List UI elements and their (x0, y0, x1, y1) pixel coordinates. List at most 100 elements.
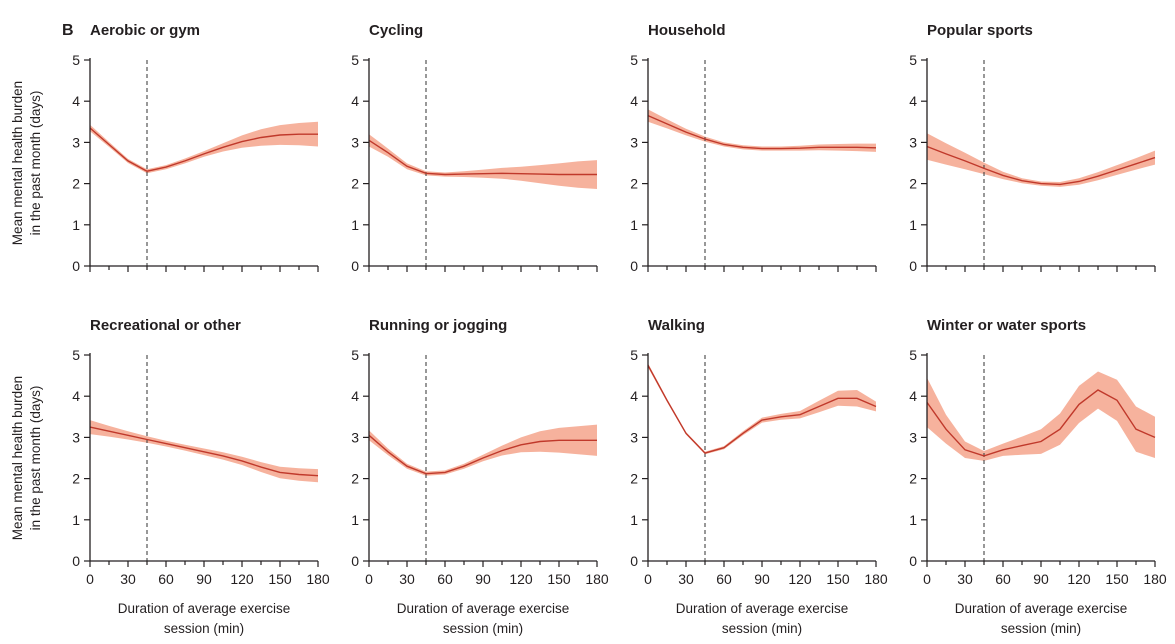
y-tick-label: 2 (630, 176, 638, 192)
x-tick-label: 60 (995, 571, 1011, 587)
x-axis-title: session (min) (1001, 621, 1081, 636)
x-tick-label: 90 (196, 571, 212, 587)
y-tick-label: 5 (909, 52, 917, 68)
mean-curve (926, 145, 1156, 186)
panel-popular-sports: Popular sports 0 1 2 3 4 5 (909, 22, 1156, 274)
x-tick-label: 150 (826, 571, 850, 587)
y-tick-label: 2 (72, 471, 80, 487)
y-tick-label: 1 (630, 512, 638, 528)
y-axis-title: Mean mental health burden in the past mon… (10, 81, 43, 245)
mean-curve (926, 389, 1156, 457)
confidence-band (90, 121, 318, 174)
y-axis-title-line: Mean mental health burden (10, 81, 25, 245)
y-tick-label: 5 (72, 52, 80, 68)
panel-title: Aerobic or gym (90, 22, 200, 39)
panel-title: Recreational or other (90, 317, 241, 334)
confidence-band (648, 109, 876, 152)
panel-winter-or-water-sports: Winter or water sports 0 1 2 3 4 5 0 30 60 90 120 15… (909, 317, 1167, 636)
y-tick-label: 1 (351, 512, 359, 528)
x-tick-label: 30 (678, 571, 694, 587)
y-tick-label: 3 (909, 429, 917, 445)
confidence-band (369, 424, 597, 476)
x-tick-label: 0 (644, 571, 652, 587)
x-tick-label: 120 (509, 571, 533, 587)
figure-letter: B (62, 22, 74, 39)
y-tick-label: 3 (351, 134, 359, 150)
x-axis-title: Duration of average exercise (397, 601, 570, 616)
y-tick-label: 3 (630, 134, 638, 150)
y-tick-label: 4 (909, 93, 917, 109)
y-tick-label: 3 (72, 134, 80, 150)
panel-walking: Walking 0 1 2 3 4 5 0 30 60 90 120 150 180 Duration of… (630, 317, 888, 636)
y-tick-label: 3 (351, 429, 359, 445)
x-axis-title: session (min) (164, 621, 244, 636)
x-tick-label: 30 (957, 571, 973, 587)
x-tick-label: 120 (1067, 571, 1091, 587)
x-tick-label: 0 (86, 571, 94, 587)
y-tick-label: 1 (909, 217, 917, 233)
confidence-band (927, 371, 1155, 461)
y-tick-label: 1 (72, 512, 80, 528)
mean-curve (89, 127, 318, 172)
y-tick-label: 4 (351, 93, 359, 109)
panel-title: Popular sports (927, 22, 1033, 39)
x-tick-label: 120 (230, 571, 254, 587)
y-tick-label: 1 (72, 217, 80, 233)
y-tick-label: 3 (909, 134, 917, 150)
y-tick-label: 2 (630, 471, 638, 487)
y-tick-label: 5 (630, 347, 638, 363)
y-axis-title-line: Mean mental health burden (10, 376, 25, 540)
x-axis-title: session (min) (443, 621, 523, 636)
x-tick-label: 150 (268, 571, 292, 587)
x-tick-label: 90 (754, 571, 770, 587)
y-tick-label: 4 (72, 93, 80, 109)
y-tick-label: 5 (351, 52, 359, 68)
y-tick-label: 4 (909, 388, 917, 404)
y-tick-label: 2 (909, 176, 917, 192)
y-tick-label: 0 (72, 553, 80, 569)
x-tick-label: 180 (1143, 571, 1167, 587)
panel-title: Winter or water sports (927, 317, 1086, 334)
x-tick-label: 90 (1033, 571, 1049, 587)
panel-aerobic-or-gym: Aerobic or gym 0 1 2 3 4 5 (72, 22, 319, 274)
y-axis-title: Mean mental health burden in the past mon… (10, 376, 43, 540)
y-tick-label: 2 (72, 176, 80, 192)
x-tick-label: 60 (437, 571, 453, 587)
panel-household: Household 0 1 2 3 4 5 (630, 22, 877, 274)
panel-title: Running or jogging (369, 317, 507, 334)
y-tick-label: 4 (630, 93, 638, 109)
panel-recreational-or-other: Recreational or other 0 1 2 3 4 5 0 30 60 90 120 150… (72, 317, 330, 636)
y-tick-label: 5 (630, 52, 638, 68)
y-tick-label: 0 (351, 553, 359, 569)
y-tick-label: 0 (351, 258, 359, 274)
y-axis-title-line: in the past month (days) (28, 91, 43, 236)
confidence-band (648, 363, 876, 455)
mean-curve (89, 426, 319, 477)
x-tick-label: 60 (716, 571, 732, 587)
y-tick-label: 5 (72, 347, 80, 363)
x-tick-label: 180 (864, 571, 888, 587)
x-axis-title: Duration of average exercise (118, 601, 291, 616)
panel-cycling: Cycling 0 1 2 3 4 5 (351, 22, 598, 274)
panel-running-or-jogging: Running or jogging 0 1 2 3 4 5 0 30 60 90 120 150 180… (351, 317, 609, 636)
y-tick-label: 5 (909, 347, 917, 363)
confidence-band (369, 134, 597, 189)
y-tick-label: 4 (351, 388, 359, 404)
x-tick-label: 30 (120, 571, 136, 587)
x-tick-label: 0 (365, 571, 373, 587)
y-tick-label: 4 (630, 388, 638, 404)
x-axis-title: session (min) (722, 621, 802, 636)
y-tick-label: 0 (72, 258, 80, 274)
x-axis-title: Duration of average exercise (955, 601, 1128, 616)
y-tick-label: 0 (630, 258, 638, 274)
x-tick-label: 60 (158, 571, 174, 587)
x-tick-label: 150 (547, 571, 571, 587)
mean-curve (647, 364, 877, 454)
mean-curve (647, 114, 877, 150)
y-tick-label: 1 (630, 217, 638, 233)
y-tick-label: 5 (351, 347, 359, 363)
panel-title: Cycling (369, 22, 423, 39)
x-tick-label: 0 (923, 571, 931, 587)
x-axis-title: Duration of average exercise (676, 601, 849, 616)
